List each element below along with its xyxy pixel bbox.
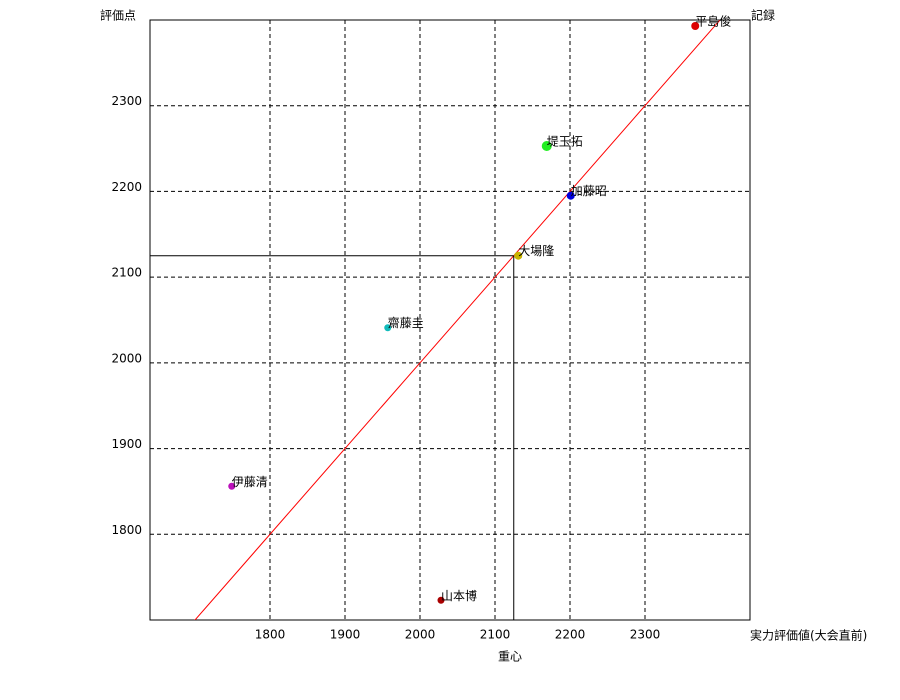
x-tick-label: 2000: [405, 628, 436, 642]
x-tick-label: 2100: [480, 628, 511, 642]
x-tick-label: 2200: [555, 628, 586, 642]
point-label: 堤玉拓: [547, 135, 583, 149]
point: [514, 251, 523, 260]
point: [691, 22, 700, 30]
reference-line: [194, 20, 721, 620]
plot-frame: [149, 19, 751, 621]
corner-label: 記録: [751, 8, 775, 23]
point-label: 伊藤清: [232, 475, 268, 489]
point: [566, 191, 575, 200]
point-label: 平島俊: [695, 14, 731, 29]
x-tick-label: 2300: [630, 628, 661, 642]
point: [384, 324, 392, 332]
point-label: 山本博: [441, 588, 477, 603]
point: [541, 141, 552, 151]
point: [228, 482, 236, 490]
y-tick-label: 2300: [111, 94, 142, 108]
y-tick-label: 2100: [111, 266, 142, 280]
x-tick-label: 1900: [330, 628, 361, 642]
point-label: 加藤昭: [571, 184, 607, 198]
point-label: 齋藤圭: [388, 315, 424, 330]
y-tick-label: 1800: [111, 523, 142, 537]
point: [437, 596, 445, 604]
point-label: 大場隆: [518, 243, 554, 258]
x-tick-label: 1800: [255, 628, 286, 642]
y-axis-label: 評価点: [100, 8, 136, 23]
y-tick-label: 2200: [111, 180, 142, 194]
y-tick-label: 1900: [111, 437, 142, 451]
x-axis-label: 実力評価値(大会直前): [750, 628, 867, 643]
centroid-label: 重心: [498, 650, 522, 664]
y-tick-label: 2000: [111, 351, 142, 365]
